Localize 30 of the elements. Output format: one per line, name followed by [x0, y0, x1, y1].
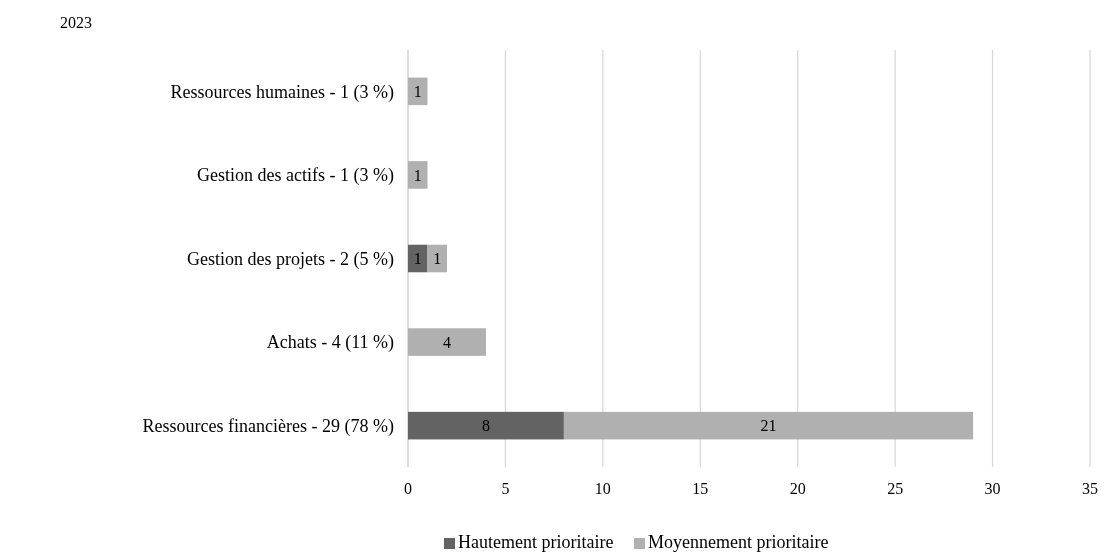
- y-tick-label: Ressources humaines - 1 (3 %): [170, 81, 394, 103]
- y-tick-label: Gestion des projets - 2 (5 %): [187, 248, 394, 270]
- y-tick-label: Achats - 4 (11 %): [266, 332, 394, 354]
- text: 2023: [60, 14, 92, 31]
- bar: [408, 161, 428, 189]
- bar: [408, 77, 428, 106]
- bar: [563, 411, 974, 440]
- legend-label: Hautement prioritaire: [458, 532, 614, 552]
- data-label: 8: [481, 417, 490, 435]
- x-tick-label: 25: [887, 480, 904, 497]
- bar: [427, 244, 447, 273]
- y-tick-label: Gestion des actifs - 1 (3 %): [197, 165, 394, 187]
- x-tick-label: 10: [594, 480, 611, 497]
- bar: [408, 411, 564, 440]
- x-tick-label: 5: [501, 480, 510, 497]
- bar: [408, 328, 486, 356]
- data-label: 1: [413, 166, 422, 184]
- x-tick-label: 0: [404, 480, 412, 497]
- x-tick-label: 20: [789, 480, 806, 497]
- x-tick-label: 30: [984, 480, 1001, 497]
- legend-label: Moyennement prioritaire: [648, 532, 829, 552]
- data-label: 1: [413, 250, 422, 268]
- data-label: 1: [433, 250, 442, 268]
- x-tick-label: 35: [1082, 480, 1098, 497]
- y-tick-label: Ressources financières - 29 (78 %): [142, 415, 394, 437]
- data-label: 4: [442, 333, 451, 351]
- x-tick-label: 15: [692, 480, 709, 497]
- data-label: 1: [413, 82, 422, 100]
- data-label: 21: [760, 417, 777, 435]
- bar: [408, 244, 428, 273]
